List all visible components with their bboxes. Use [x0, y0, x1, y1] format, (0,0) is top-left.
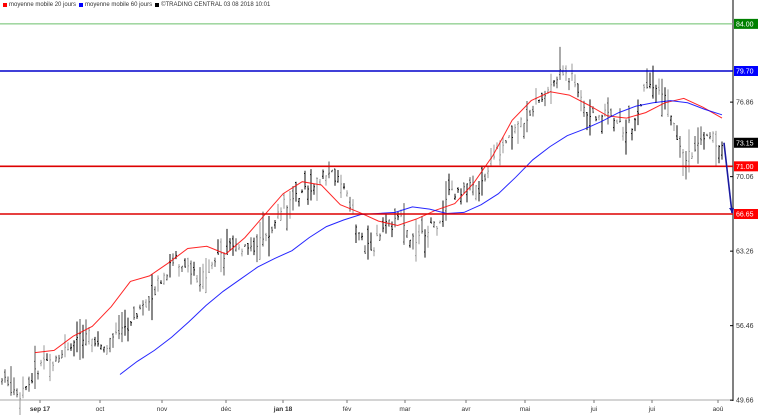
y-tick-label: 56.46 [736, 323, 754, 330]
arrow-head-icon [729, 208, 734, 214]
x-tick-label: jui [648, 406, 656, 413]
x-tick-label: nov [157, 406, 168, 413]
x-tick-label: fév [343, 406, 352, 413]
y-tick-label: 70.06 [736, 174, 754, 181]
level-label: 66.65 [736, 212, 754, 219]
x-tick-label: mar [399, 406, 411, 413]
y-tick-label: 76.86 [736, 100, 754, 107]
x-tick-label: sep 17 [30, 406, 51, 413]
level-label: 71.00 [736, 164, 754, 171]
level-label-bg [734, 18, 758, 29]
x-tick-label: jui [590, 406, 598, 413]
legend-swatch [3, 3, 7, 7]
legend-label: moyenne mobile 60 jours [85, 2, 153, 8]
legend-swatch [155, 3, 160, 7]
level-label: 84.00 [736, 21, 754, 28]
x-tick-label: déc [221, 406, 232, 413]
legend-label: moyenne mobile 20 jours [9, 2, 77, 8]
legend-swatch [79, 3, 84, 7]
last-price-label: 73.15 [736, 140, 754, 147]
ma20-line [34, 91, 723, 354]
y-tick-label: 49.66 [736, 398, 754, 405]
legend-label: ©TRADING CENTRAL 03 08 2018 10:01 [161, 2, 271, 8]
level-label: 79.70 [736, 69, 754, 76]
x-tick-label: mai [520, 406, 530, 413]
x-tick-label: avr [461, 406, 471, 413]
x-tick-label: oct [96, 406, 105, 413]
chart-legend: moyenne mobile 20 jours moyenne mobile 60… [2, 2, 272, 9]
ma60-line [119, 100, 723, 375]
level-label-bg [734, 161, 758, 172]
x-tick-label: jan 18 [273, 406, 293, 413]
ohlc-bars [1, 46, 723, 415]
level-label-bg [734, 209, 758, 219]
last-price-bg [734, 137, 758, 148]
x-tick-label: aoû [713, 406, 724, 413]
level-label-bg [734, 66, 758, 76]
y-tick-label: 63.26 [736, 249, 754, 256]
projection-arrow [723, 142, 733, 214]
